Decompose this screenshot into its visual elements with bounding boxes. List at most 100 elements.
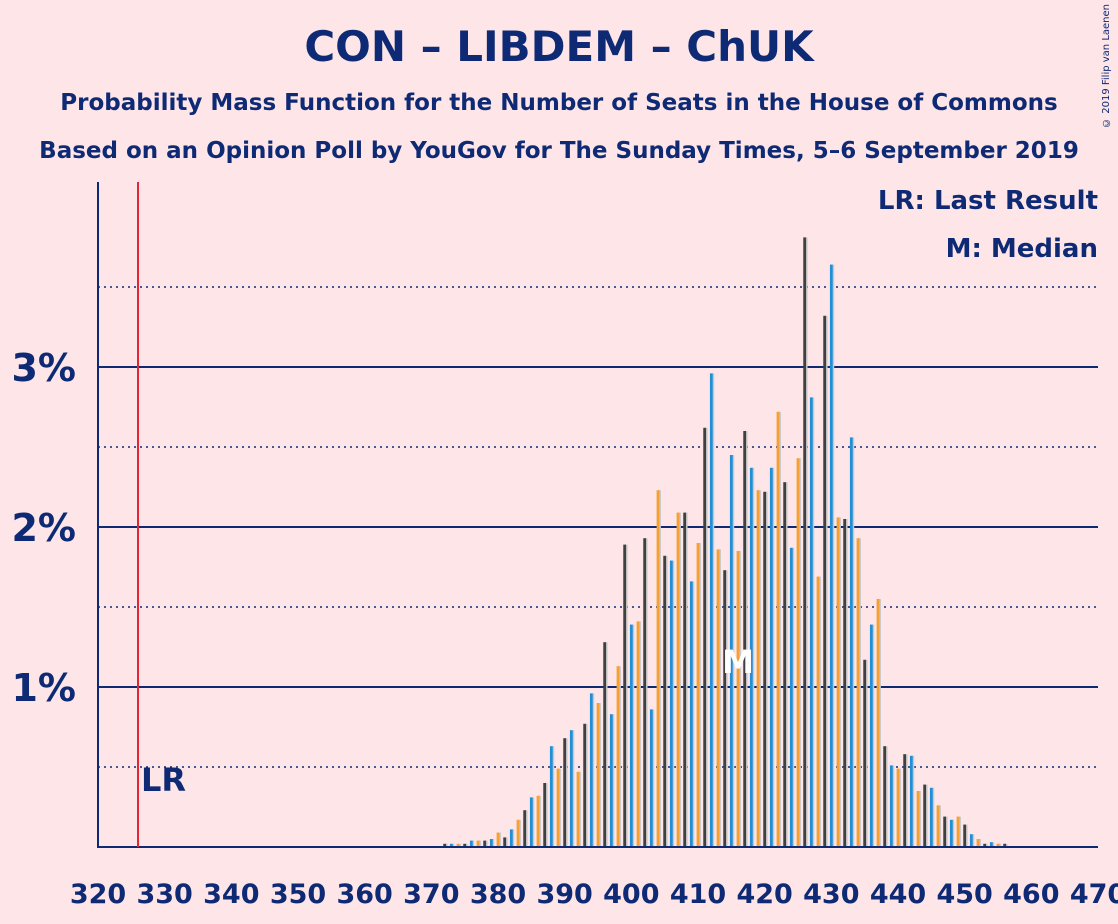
bar-shadow xyxy=(451,843,455,847)
chart-subtitle-2: Based on an Opinion Poll by YouGov for T… xyxy=(39,138,1079,164)
bar-shadow xyxy=(958,816,961,847)
bar-shadow xyxy=(671,560,675,847)
bar xyxy=(949,819,953,847)
bar-shadow xyxy=(644,538,648,847)
bar-shadow xyxy=(838,517,841,847)
bar-shadow xyxy=(698,543,701,847)
bar xyxy=(809,397,813,847)
bar-shadow xyxy=(551,746,555,847)
x-tick-label: 410 xyxy=(670,879,726,910)
bar-shadow xyxy=(844,519,848,847)
bar-shadow xyxy=(944,816,948,847)
bar-shadow xyxy=(578,771,581,847)
bar-shadow xyxy=(544,783,548,847)
bar xyxy=(763,491,767,847)
bar-shadow xyxy=(911,755,915,847)
bar-shadow xyxy=(711,373,715,847)
bar xyxy=(623,544,627,847)
bar-shadow xyxy=(504,837,508,847)
bar xyxy=(996,843,1000,847)
bar xyxy=(503,837,507,847)
bar-shadow xyxy=(978,839,981,847)
bar xyxy=(929,787,933,847)
bar xyxy=(516,819,520,847)
bar-shadow xyxy=(658,490,661,847)
x-tick-label: 470 xyxy=(1070,879,1118,910)
bar xyxy=(683,512,687,847)
bar-shadow xyxy=(951,819,955,847)
bar xyxy=(743,431,747,847)
x-tick-label: 340 xyxy=(203,879,259,910)
x-tick-label: 440 xyxy=(870,879,926,910)
bar-shadow xyxy=(718,549,721,847)
bar-shadow xyxy=(678,512,681,847)
legend-last-result: LR: Last Result xyxy=(878,186,1098,216)
bar xyxy=(789,547,793,847)
y-tick-label: 3% xyxy=(11,346,76,390)
bar xyxy=(556,768,560,847)
x-tick-label: 450 xyxy=(936,879,992,910)
bar xyxy=(823,315,827,847)
bar-shadow xyxy=(884,746,888,847)
bar-shadow xyxy=(571,730,575,847)
bar xyxy=(496,832,500,847)
bar xyxy=(443,843,447,847)
bar xyxy=(889,765,893,847)
bar xyxy=(676,512,680,847)
bar-shadow xyxy=(784,482,788,847)
bar xyxy=(956,816,960,847)
bar xyxy=(783,482,787,847)
bar xyxy=(509,829,513,847)
y-tick-label: 1% xyxy=(11,666,76,710)
bar-shadow xyxy=(631,624,635,847)
bar-shadow xyxy=(564,738,568,847)
bar-shadow xyxy=(651,709,655,847)
bar xyxy=(609,714,613,847)
x-tick-label: 460 xyxy=(1003,879,1059,910)
bar xyxy=(903,754,907,847)
bar xyxy=(729,455,733,847)
bar-shadow xyxy=(998,843,1001,847)
x-tick-label: 420 xyxy=(736,879,792,910)
bar xyxy=(576,771,580,847)
bar xyxy=(549,746,553,847)
bar xyxy=(883,746,887,847)
bar-shadow xyxy=(444,843,448,847)
bar xyxy=(1003,843,1007,847)
bar xyxy=(716,549,720,847)
bar-shadow xyxy=(511,829,515,847)
bar-shadow xyxy=(598,703,601,847)
bar xyxy=(776,411,780,847)
bar xyxy=(769,467,773,847)
bar-shadow xyxy=(731,455,735,847)
bar xyxy=(829,264,833,848)
bar xyxy=(723,570,727,847)
bar xyxy=(749,467,753,847)
bar xyxy=(449,843,453,847)
bar-shadow xyxy=(984,843,988,847)
bar xyxy=(963,824,967,847)
bar-shadow xyxy=(538,795,541,847)
bar xyxy=(583,723,587,847)
y-tick-label: 2% xyxy=(11,506,76,550)
bar xyxy=(709,373,713,847)
bar xyxy=(629,624,633,847)
bar-shadow xyxy=(878,599,881,847)
bar-shadow xyxy=(458,843,461,847)
bar-shadow xyxy=(824,315,828,847)
bar-shadow xyxy=(738,551,741,847)
bar-shadow xyxy=(864,659,868,847)
bar xyxy=(643,538,647,847)
bar-shadow xyxy=(798,458,801,847)
bar-shadow xyxy=(491,839,495,847)
bar-shadow xyxy=(964,824,968,847)
bar xyxy=(616,666,620,847)
bar xyxy=(649,709,653,847)
bar xyxy=(529,797,533,847)
x-tick-label: 350 xyxy=(270,879,326,910)
bar xyxy=(483,840,487,847)
bar-shadow xyxy=(904,754,908,847)
bar-shadow xyxy=(764,491,768,847)
bar xyxy=(456,843,460,847)
